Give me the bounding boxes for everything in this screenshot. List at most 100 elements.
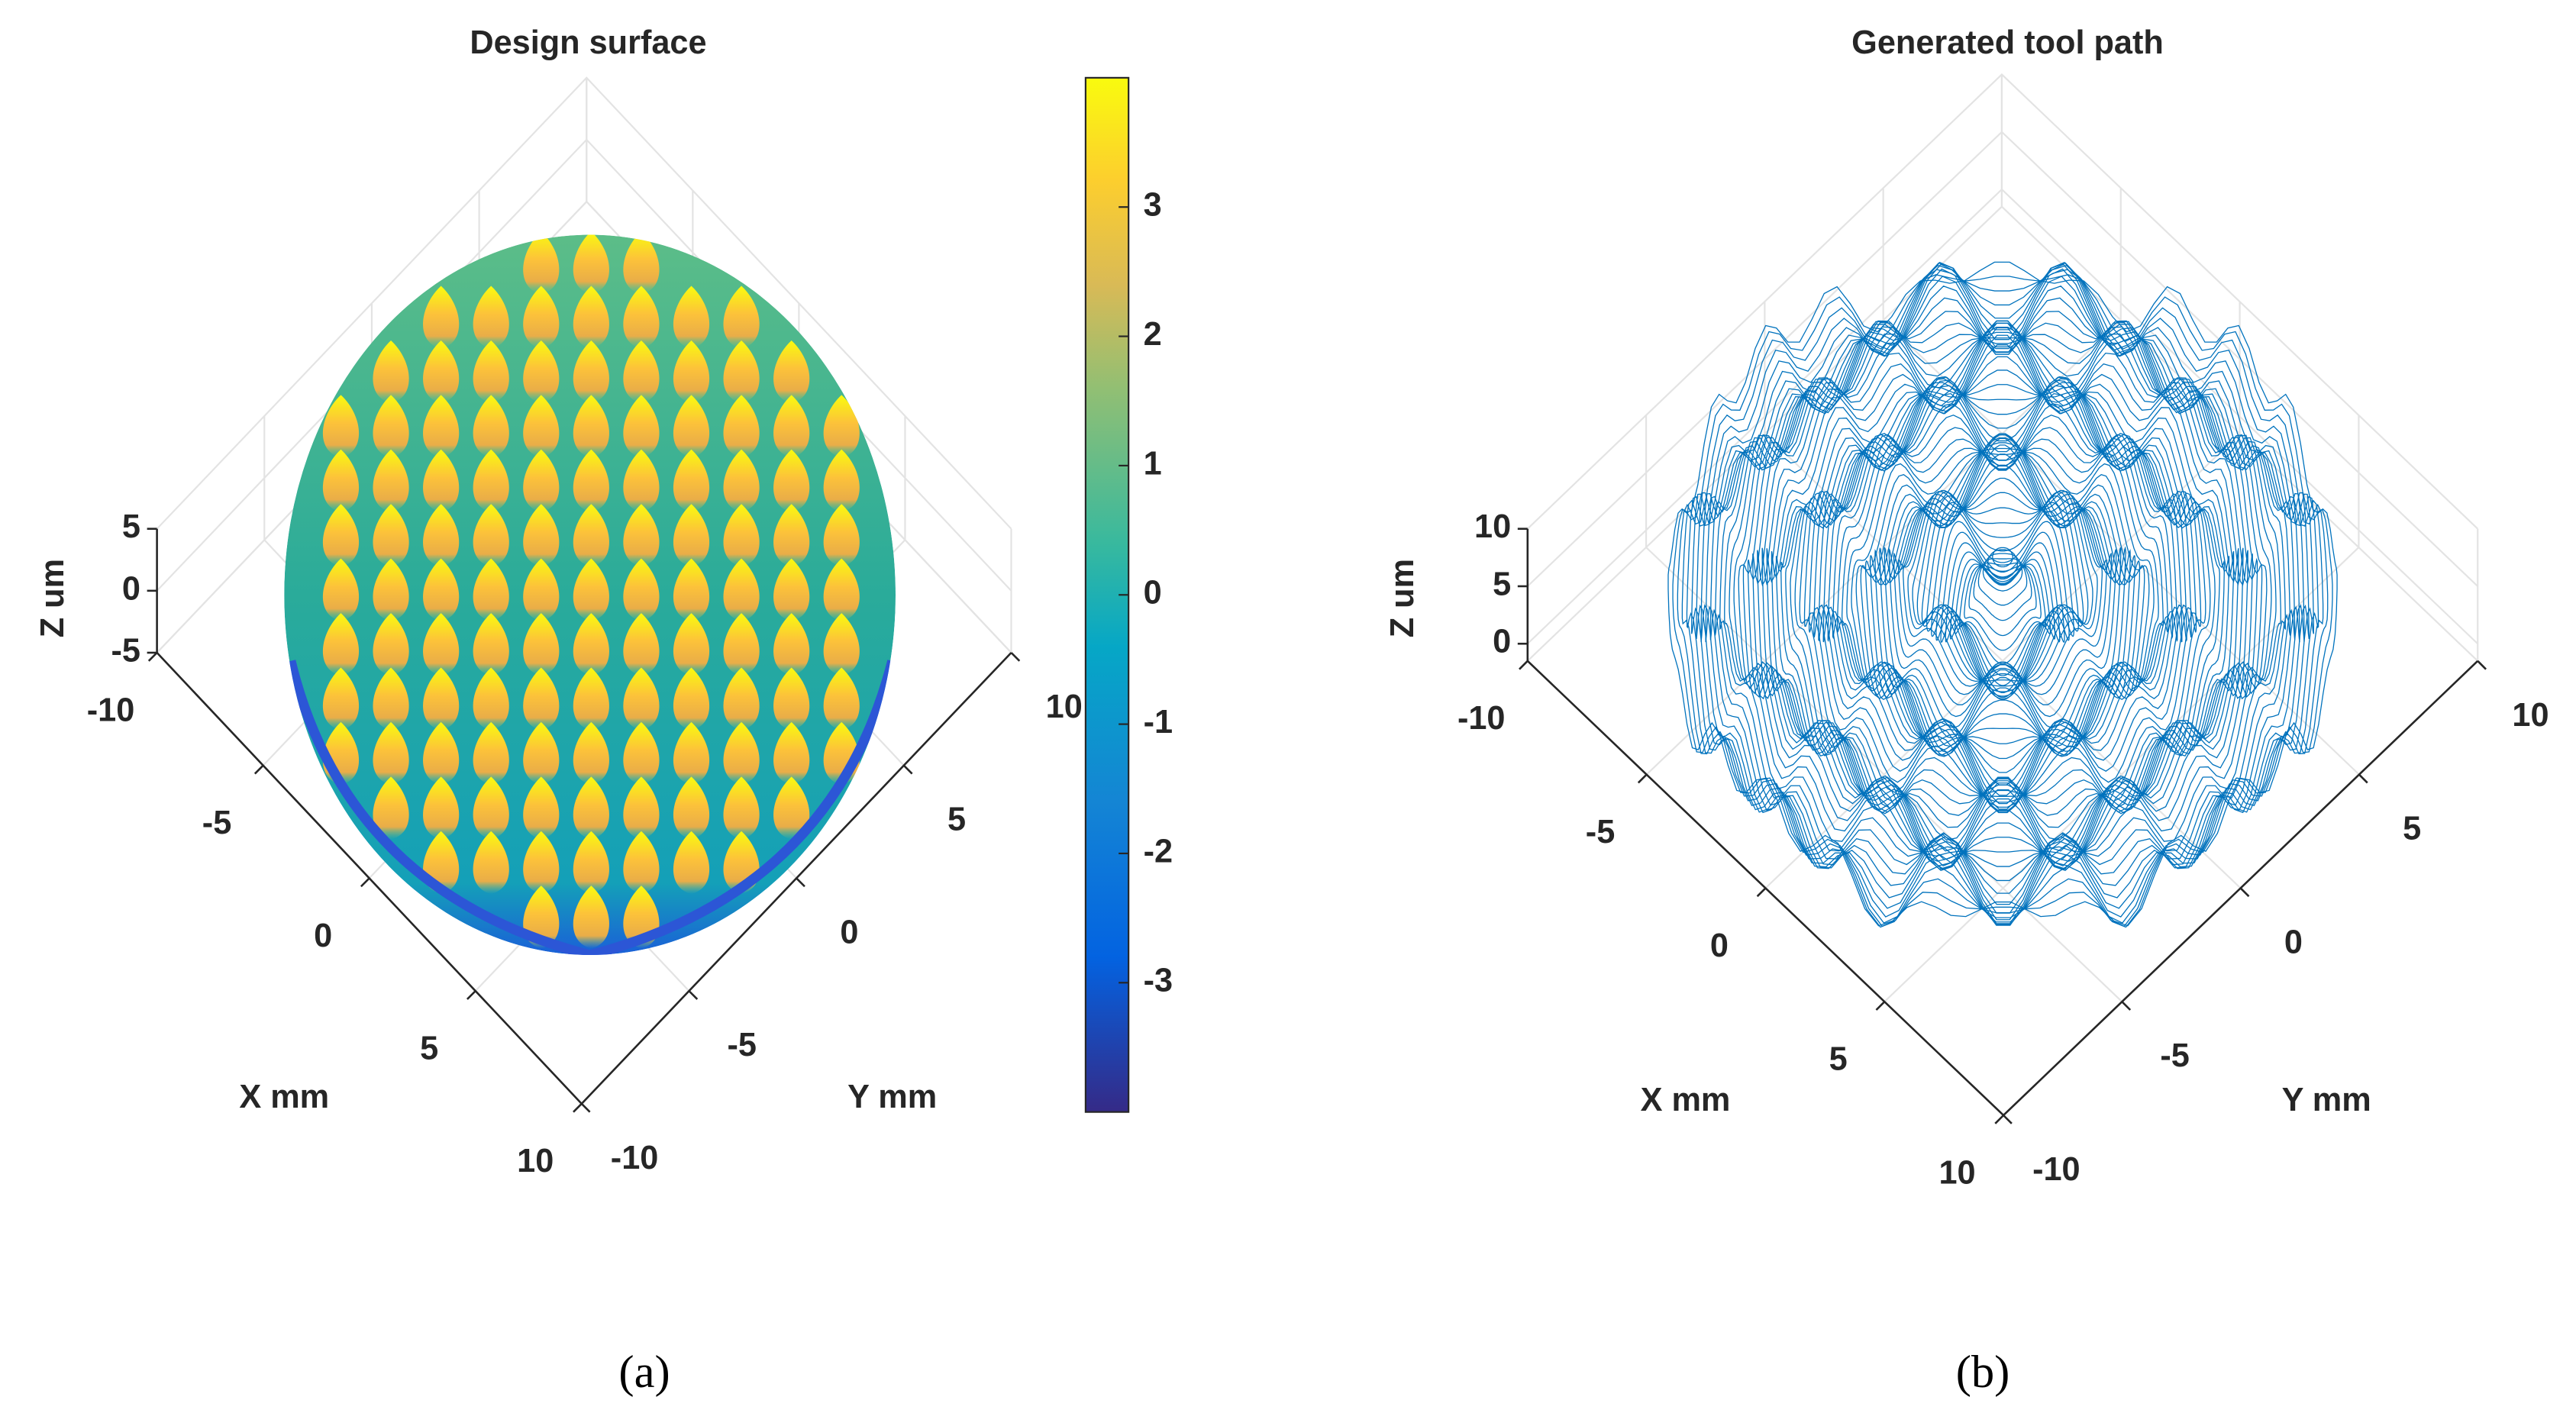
tool-path-ring	[1691, 262, 2314, 925]
y-axis-label: Y mm	[847, 1079, 937, 1115]
surface-bump	[373, 776, 409, 840]
tool-path-ring	[1677, 269, 2329, 928]
tool-path-ring	[1968, 565, 2037, 637]
surface-bump	[673, 449, 710, 513]
surface-bump	[623, 395, 660, 458]
surface-bump	[322, 504, 360, 567]
surface-bump	[573, 449, 609, 513]
tool-path	[1667, 261, 2338, 928]
surface-bump	[473, 395, 509, 458]
y-tick	[2003, 1115, 2013, 1124]
surface-bump	[523, 667, 560, 731]
colorbar-tick-label: 2	[1144, 316, 1162, 353]
tool-path-ring	[1916, 491, 2089, 687]
x-tick	[360, 877, 370, 888]
tool-path-ring	[1799, 378, 2206, 803]
tool-path-ring	[1888, 444, 2117, 718]
y-tick-label: 0	[2284, 924, 2303, 960]
surface-bump	[423, 449, 460, 513]
surface-bump	[573, 831, 609, 894]
tool-path-ring	[1724, 321, 2281, 882]
surface-bump	[523, 776, 560, 840]
surface-bump	[423, 776, 460, 840]
surface-bump	[773, 667, 810, 731]
colorbar-tick-label: 0	[1144, 575, 1162, 611]
surface-bump	[573, 613, 609, 676]
tool-path-ring	[1912, 489, 2093, 682]
surface-bump	[673, 558, 710, 621]
surface-bump	[623, 831, 660, 894]
y-tick	[580, 1102, 591, 1113]
x-tick	[1637, 773, 1648, 784]
tool-path-ring	[1954, 559, 2051, 676]
surface-bump	[523, 504, 560, 567]
y-tick	[2477, 660, 2487, 670]
tool-path-ring	[1771, 334, 2235, 841]
surface-bump	[623, 504, 660, 567]
y-axis-label: Y mm	[2282, 1082, 2371, 1118]
surface-bump	[573, 286, 609, 349]
tool-path-ring	[1959, 563, 2046, 665]
surface-bump	[823, 667, 860, 731]
y-tick-label: -10	[611, 1140, 659, 1176]
y-tick	[1010, 652, 1021, 662]
tool-path-ring	[1864, 437, 2141, 757]
chart-title: Generated tool path	[1851, 24, 2164, 61]
tool-path-ring	[1940, 531, 2065, 698]
tool-path-ring	[1672, 274, 2333, 928]
surface-bump	[473, 340, 509, 404]
colorbar-tick-label: 3	[1144, 187, 1162, 224]
surface-bump	[623, 558, 660, 621]
colorbar-tick-label: -1	[1144, 704, 1173, 740]
x-tick-label: -10	[87, 692, 135, 728]
z-tick-label: 5	[1493, 566, 1511, 602]
y-tick-label: 10	[2512, 697, 2549, 734]
y-tick-label: -5	[727, 1027, 756, 1063]
surface-bump	[623, 667, 660, 731]
colorbar-tick-label: 1	[1144, 445, 1162, 482]
y-tick-label: 10	[1046, 689, 1083, 725]
surface-bump	[322, 667, 360, 731]
surface-bump	[373, 449, 409, 513]
surface-bump	[823, 613, 860, 676]
chart-title: Design surface	[470, 24, 706, 61]
tool-path-ring	[1808, 376, 2197, 811]
surface-bump	[773, 504, 810, 567]
surface-bump	[322, 449, 360, 513]
surface-bump	[373, 613, 409, 676]
x-tick-label: -5	[1586, 814, 1615, 850]
surface-bump	[373, 667, 409, 731]
surface-bump	[473, 286, 509, 349]
z-tick-label: -5	[111, 632, 140, 669]
tool-path-ring	[1790, 384, 2216, 809]
surface-bump	[573, 234, 609, 295]
y-tick-label: 5	[2403, 811, 2421, 847]
z-axis-label: Z um	[1384, 559, 1421, 637]
grid-line	[156, 138, 1012, 592]
surface-bump	[773, 613, 810, 676]
surface-bump	[473, 721, 509, 786]
x-tick	[1875, 1001, 1886, 1011]
x-tick-label: 5	[420, 1030, 438, 1066]
y-tick-label: 0	[840, 914, 858, 950]
y-tick	[796, 877, 805, 888]
grid-line	[156, 76, 1012, 530]
surface-bump	[423, 286, 460, 349]
surface-bump	[623, 776, 660, 840]
surface-bump	[473, 449, 509, 513]
surface-bump	[573, 504, 609, 567]
surface-bump	[673, 721, 710, 786]
tool-path-ring	[1884, 437, 2122, 729]
tool-path-ring	[1742, 327, 2263, 870]
surface-bump	[723, 613, 760, 676]
surface-bump	[573, 395, 609, 458]
tool-path-ring	[1842, 438, 2164, 773]
surface-rim	[286, 660, 896, 956]
surface-bump	[523, 721, 560, 786]
surface-bump	[573, 558, 609, 621]
surface-bump	[673, 340, 710, 404]
surface-bump	[573, 667, 609, 731]
tool-path-ring	[1846, 447, 2159, 760]
tool-path-ring	[1794, 382, 2211, 802]
